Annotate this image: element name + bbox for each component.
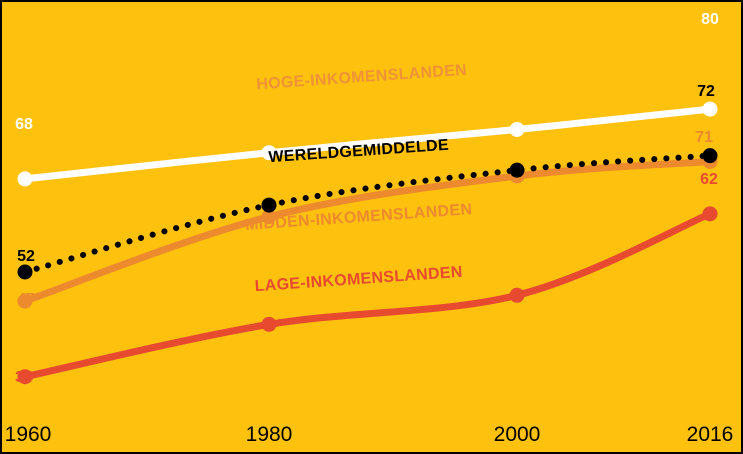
x-tick-1980: 1980 [246,423,293,446]
high-income-point-2000 [509,121,525,137]
high-income-point-1960 [17,171,33,187]
world-average-start-value: 52 [17,248,35,265]
low-income-point-2016 [702,206,718,222]
high-income-start-value: 68 [15,116,33,133]
series-lines [21,105,714,381]
middle-income-point-1980 [261,209,277,225]
low-income-end-value: 62 [700,171,718,188]
high-income-end-value: 80 [701,11,719,28]
middle-income-end-value: 71 [695,129,713,146]
middle-income-start-value: 47 [17,291,35,308]
world-average-point-2016 [702,148,718,164]
low-income-point-2000 [509,287,525,303]
world-average-line [22,152,713,275]
low-income-start-value: 34 [15,369,33,386]
middle-income-point-1960 [17,293,33,309]
x-tick-2016: 2016 [687,423,734,446]
world-average-point-1960 [17,264,33,280]
x-axis-ticks: 1960 1980 2000 2016 [5,423,734,446]
world-average-point-2000 [509,162,525,178]
x-tick-2000: 2000 [494,423,541,446]
world-average-end-value: 72 [697,83,715,100]
world-average-point-1980 [261,197,277,213]
low-income-point-1960 [17,369,33,385]
high-income-line [21,105,714,183]
high-income-point-1980 [261,145,277,161]
low-income-point-1980 [261,316,277,332]
low-income-line [21,210,714,381]
middle-income-line [21,157,714,305]
series-points [17,101,718,385]
x-tick-1960: 1960 [5,423,52,446]
high-income-point-2016 [702,101,718,117]
